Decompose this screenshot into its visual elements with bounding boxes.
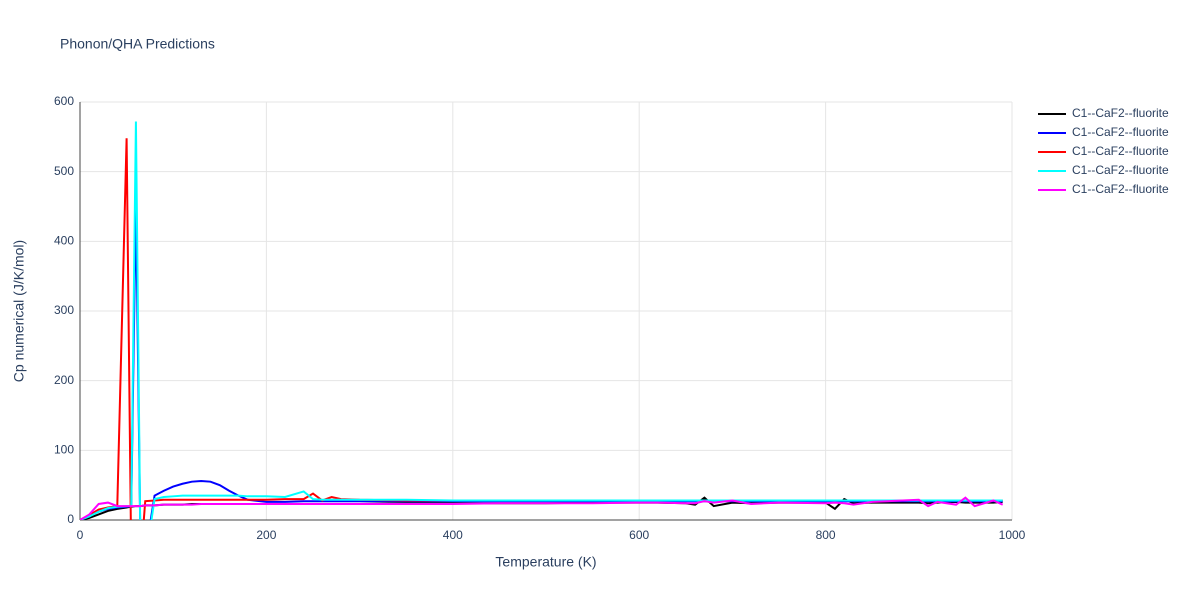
y-tick-label: 300 <box>54 303 74 317</box>
y-tick-label: 600 <box>54 94 74 108</box>
legend-label[interactable]: C1--CaF2--fluorite <box>1072 125 1169 139</box>
x-tick-label: 200 <box>256 528 276 542</box>
chart-title: Phonon/QHA Predictions <box>60 36 215 52</box>
x-tick-label: 400 <box>443 528 463 542</box>
plot-area <box>80 121 1004 520</box>
grid: 0 200 400 600 800 1000 0 100 200 300 400 500 600 <box>54 94 1026 542</box>
x-tick-label: 800 <box>816 528 836 542</box>
x-tick-label: 0 <box>77 528 84 542</box>
series-line <box>80 496 1004 520</box>
series-line <box>80 138 1003 520</box>
series-line <box>80 199 1003 520</box>
y-axis-title: Cp numerical (J/K/mol) <box>11 240 27 382</box>
y-tick-label: 500 <box>54 164 74 178</box>
y-tick-label: 400 <box>54 234 74 248</box>
x-tick-label: 1000 <box>999 528 1026 542</box>
x-tick-label: 600 <box>629 528 649 542</box>
legend-label[interactable]: C1--CaF2--fluorite <box>1072 106 1169 120</box>
legend-label[interactable]: C1--CaF2--fluorite <box>1072 163 1169 177</box>
y-tick-label: 100 <box>54 443 74 457</box>
legend-label[interactable]: C1--CaF2--fluorite <box>1072 182 1169 196</box>
x-axis-title: Temperature (K) <box>495 554 596 570</box>
y-tick-label: 0 <box>67 512 74 526</box>
legend: C1--CaF2--fluorite C1--CaF2--fluorite C1--… <box>1038 106 1169 196</box>
y-tick-label: 200 <box>54 373 74 387</box>
series-line <box>80 121 1003 520</box>
legend-label[interactable]: C1--CaF2--fluorite <box>1072 144 1169 158</box>
